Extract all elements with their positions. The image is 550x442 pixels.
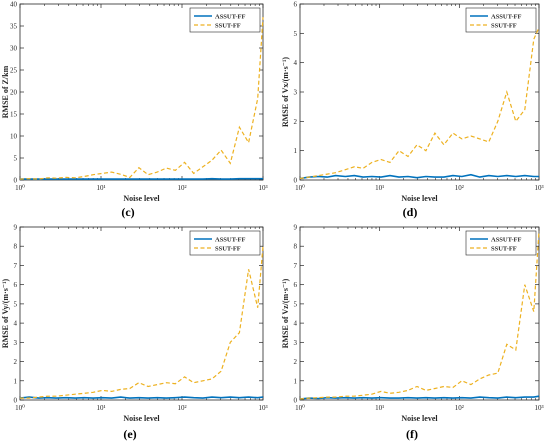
chart-panel-e: 10⁰ 10¹ 10² 10³ 0 1 2 3 4 5 6 7 8 9 Noise level RMSE of…: [1, 224, 268, 442]
y-tick-label: 10: [10, 133, 18, 141]
legend-box: [465, 7, 537, 33]
x-tick-label: 10²: [455, 404, 464, 412]
plot-area: [299, 3, 540, 181]
y-tick-label: 15: [10, 111, 18, 119]
y-tick-label: 2: [14, 358, 18, 366]
series-line-assut-ff: [19, 396, 264, 399]
series-line-ssut-ff: [20, 246, 264, 399]
x-axis-label: Noise level: [123, 414, 160, 423]
legend: ASSUT-FF SSUT-FF: [189, 7, 261, 33]
y-tick-label: 5: [14, 300, 18, 308]
legend-label: SSUT-FF: [491, 23, 517, 30]
y-tick-label: 7: [294, 262, 298, 270]
plot-area: [19, 226, 264, 401]
y-tick-label: 1: [294, 377, 298, 385]
y-tick-label: 3: [294, 89, 298, 97]
plot-area: [19, 3, 264, 181]
series-line-ssut-ff: [299, 230, 540, 400]
y-tick-label: 0: [294, 177, 298, 185]
y-tick-label: 3: [14, 339, 18, 347]
y-tick-label: 3: [294, 339, 298, 347]
x-tick-label: 10¹: [96, 404, 105, 412]
x-tick-label: 10³: [534, 184, 543, 192]
y-axis-label: RMSE of Vx/(m·s⁻¹): [281, 57, 290, 127]
x-tick-label: 10²: [455, 184, 464, 192]
x-tick-label: 10⁰: [295, 404, 305, 412]
y-tick-label: 35: [10, 23, 18, 31]
y-tick-label: 2: [294, 118, 298, 126]
x-axis-label: Noise level: [401, 414, 438, 423]
legend-label: ASSUT-FF: [215, 14, 245, 21]
panel-caption: (c): [121, 205, 134, 219]
y-tick-label: 5: [294, 300, 298, 308]
legend-box: [465, 230, 537, 256]
y-axis-label: RMSE of Vy/(m·s⁻¹): [1, 279, 10, 349]
legend-label: SSUT-FF: [215, 246, 241, 253]
legend-label: ASSUT-FF: [491, 237, 521, 244]
legend: ASSUT-FF SSUT-FF: [189, 230, 261, 256]
y-tick-label: 5: [294, 30, 298, 38]
y-tick-label: 25: [10, 67, 18, 75]
x-tick-label: 10³: [258, 184, 267, 192]
y-tick-label: 9: [14, 224, 18, 232]
y-axis-label: RMSE of Z/km: [1, 65, 10, 118]
x-tick-label: 10⁰: [15, 184, 25, 192]
legend-label: ASSUT-FF: [215, 237, 245, 244]
y-tick-label: 8: [14, 243, 18, 251]
legend-box: [189, 7, 261, 33]
y-tick-label: 1: [294, 147, 298, 155]
y-tick-label: 9: [294, 224, 298, 232]
panel-caption: (f): [406, 427, 418, 441]
y-tick-label: 0: [14, 397, 18, 405]
y-tick-label: 0: [14, 177, 18, 185]
y-tick-label: 7: [14, 262, 18, 270]
x-tick-label: 10⁰: [295, 184, 305, 192]
panel-caption: (d): [403, 205, 418, 219]
legend: ASSUT-FF SSUT-FF: [465, 7, 537, 33]
y-tick-label: 2: [294, 358, 298, 366]
y-tick-label: 30: [10, 45, 18, 53]
y-tick-label: 0: [294, 397, 298, 405]
legend: ASSUT-FF SSUT-FF: [465, 230, 537, 256]
panel-caption: (e): [123, 427, 136, 441]
x-axis-label: Noise level: [123, 194, 160, 203]
y-tick-label: 1: [14, 377, 18, 385]
y-tick-label: 6: [294, 281, 298, 289]
chart-panel-d: 10⁰ 10¹ 10² 10³ 0 1 2 3 4 5 6 Noise level RMSE of Vx…: [281, 1, 544, 220]
series-line-ssut-ff: [19, 17, 264, 180]
y-tick-label: 6: [14, 281, 18, 289]
x-tick-label: 10³: [534, 404, 543, 412]
legend-label: SSUT-FF: [215, 23, 241, 30]
x-tick-label: 10⁰: [15, 404, 25, 412]
series-line-assut-ff: [299, 395, 540, 400]
x-tick-label: 10¹: [96, 184, 105, 192]
y-tick-label: 8: [294, 243, 298, 251]
y-tick-label: 20: [10, 89, 18, 97]
y-tick-label: 4: [294, 59, 298, 67]
x-tick-label: 10²: [177, 404, 186, 412]
y-tick-label: 5: [14, 155, 18, 163]
x-tick-label: 10¹: [375, 184, 384, 192]
y-tick-label: 6: [294, 1, 298, 9]
y-tick-label: 4: [14, 320, 18, 328]
chart-panel-f: 10⁰ 10¹ 10² 10³ 0 1 2 3 4 5 6 7 8 9 Noise level RMSE of…: [281, 224, 544, 442]
series-line-ssut-ff: [299, 27, 540, 180]
chart-panel-c: 10⁰ 10¹ 10² 10³ 0 5 10 15 20 25 30 35 40 Noise level R…: [1, 1, 268, 220]
y-tick-label: 4: [294, 320, 298, 328]
legend-label: SSUT-FF: [491, 246, 517, 253]
y-axis-label: RMSE of Vz/(m·s⁻¹): [281, 278, 290, 348]
y-tick-label: 40: [10, 1, 18, 9]
series-line-assut-ff: [299, 173, 539, 180]
legend-box: [189, 230, 261, 256]
x-tick-label: 10²: [177, 184, 186, 192]
plot-area: [299, 226, 540, 401]
legend-label: ASSUT-FF: [491, 14, 521, 21]
x-axis-label: Noise level: [401, 194, 438, 203]
x-tick-label: 10¹: [375, 404, 384, 412]
x-tick-label: 10³: [258, 404, 267, 412]
